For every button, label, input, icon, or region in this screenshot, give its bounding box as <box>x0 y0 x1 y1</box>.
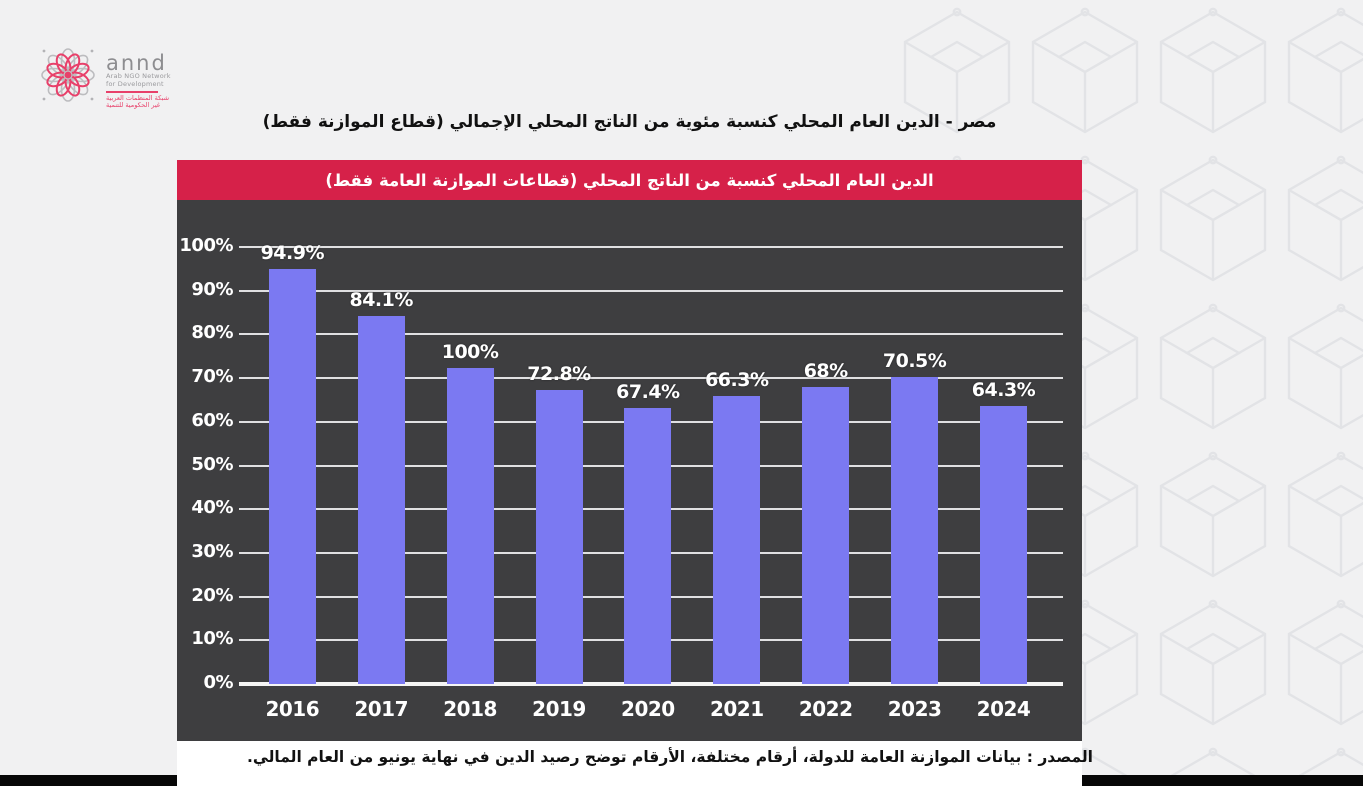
bar-2018 <box>446 367 494 684</box>
y-axis-tick-label-90: 90% <box>191 278 233 300</box>
annd-logo: annd Arab NGO Network for Development شب… <box>38 45 188 109</box>
annd-logo-name: annd <box>106 51 167 75</box>
chart-header: الدين العام المحلي كنسبة من الناتج المحل… <box>177 160 1082 200</box>
y-axis-tick-label-60: 60% <box>191 409 233 431</box>
bar-value-label-2022: 68% <box>803 360 848 383</box>
bar-value-label-2018: 100% <box>441 340 499 363</box>
annd-tagline-line1: Arab NGO Network <box>106 72 171 80</box>
annd-tagline-line2: for Development <box>106 79 164 88</box>
x-axis-label-2022: 2022 <box>798 697 853 721</box>
gridline-70 <box>239 377 1063 380</box>
annd-arabic-line2: غير الحكومية للتنمية <box>106 101 161 109</box>
y-axis-tick-label-80: 80% <box>191 322 233 344</box>
bar-value-label-2020: 67.4% <box>616 381 680 404</box>
x-axis-label-2023: 2023 <box>887 697 942 721</box>
bar-chart: 100% 90% 80% 70% 60% 50% 40% 30% 20% 10% 0% 94.9% 20… <box>177 200 1082 741</box>
bar-value-label-2023: 70.5% <box>882 349 947 372</box>
x-axis-label-2020: 2020 <box>621 697 675 721</box>
annd-rosette-icon <box>41 48 95 102</box>
y-axis-tick-label-20: 20% <box>191 584 233 606</box>
x-axis-label-2024: 2024 <box>976 697 1031 721</box>
bar-2023 <box>891 376 939 684</box>
y-axis-tick-label-30: 30% <box>191 540 233 562</box>
bar-value-label-2017: 84.1% <box>349 289 413 312</box>
x-axis-label-2021: 2021 <box>709 697 764 721</box>
x-axis-label-2019: 2019 <box>532 697 586 721</box>
annd-logo-text: annd Arab NGO Network for Development شب… <box>106 45 171 109</box>
bar-2016 <box>268 269 316 684</box>
page-title: مصر - الدين العام المحلي كنسبة مئوية من … <box>262 112 997 132</box>
annd-arabic-line1: شبكة المنظمات العربية <box>106 94 170 102</box>
y-axis-tick-label-40: 40% <box>191 497 233 519</box>
bar-2017 <box>357 316 405 684</box>
annd-logo-rule <box>106 90 158 93</box>
y-axis-tick-label-100: 100% <box>179 235 233 256</box>
y-axis-tick-label-0: 0% <box>203 672 233 693</box>
gridline-90 <box>239 289 1063 292</box>
x-axis-label-2018: 2018 <box>443 697 497 721</box>
gridline-80 <box>239 333 1063 336</box>
x-axis-label-2016: 2016 <box>265 697 320 721</box>
bar-value-label-2024: 64.3% <box>971 378 1036 401</box>
chart-card: الدين العام المحلي كنسبة من الناتج المحل… <box>177 160 1082 786</box>
bar-2020 <box>624 408 672 684</box>
bar-2024 <box>980 405 1027 684</box>
x-axis-label-2017: 2017 <box>354 697 409 721</box>
y-axis-tick-label-10: 10% <box>191 628 233 650</box>
bar-value-label-2019: 72.8% <box>527 363 591 386</box>
bar-2019 <box>535 390 583 684</box>
x-axis-baseline <box>239 682 1063 686</box>
source-note: المصدر : بيانات الموازنة العامة للدولة، … <box>247 748 1093 766</box>
gridline-100 <box>239 246 1063 248</box>
y-axis-tick-label-50: 50% <box>191 453 233 475</box>
bar-2022 <box>802 387 850 684</box>
bar-value-label-2016: 94.9% <box>260 242 325 265</box>
bar-2021 <box>713 395 761 684</box>
bar-value-label-2021: 66.3% <box>705 368 769 391</box>
y-axis-tick-label-70: 70% <box>191 366 233 388</box>
